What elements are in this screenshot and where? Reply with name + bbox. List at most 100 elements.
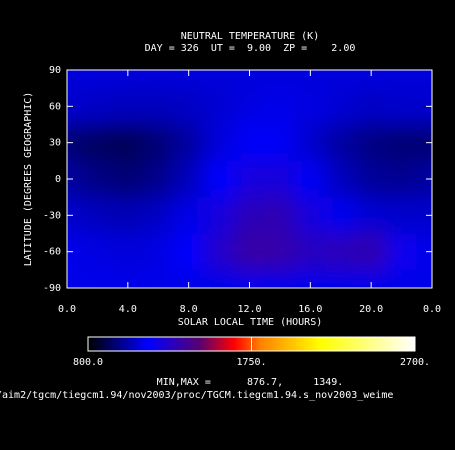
x-tick-label: 0.0	[423, 304, 441, 315]
cell	[416, 269, 432, 288]
cell	[173, 70, 205, 89]
cell	[264, 160, 296, 198]
cell	[173, 197, 205, 234]
y-tick-label: -60	[43, 247, 61, 258]
cell	[112, 88, 144, 125]
cell	[416, 88, 432, 125]
cell	[355, 160, 387, 198]
colorbar-tick-label: 2700.	[400, 357, 430, 368]
x-tick-label: 8.0	[180, 304, 198, 315]
y-tick-label: 90	[49, 65, 61, 76]
cell	[264, 233, 296, 271]
cell	[325, 88, 357, 125]
cell	[264, 269, 296, 288]
cell	[234, 233, 266, 271]
cell	[82, 88, 114, 125]
cell	[143, 70, 174, 89]
cell	[82, 197, 114, 234]
cells	[67, 70, 432, 288]
cell	[82, 160, 114, 198]
cell	[112, 160, 144, 198]
x-tick-label: 20.0	[359, 304, 383, 315]
y-tick-label: 60	[49, 101, 61, 112]
cell	[112, 197, 144, 234]
chart-title: NEUTRAL TEMPERATURE (K)	[181, 31, 319, 42]
cell	[143, 124, 174, 162]
cell	[295, 124, 327, 162]
cell	[355, 70, 387, 89]
cell	[112, 269, 144, 288]
x-axis-label: SOLAR LOCAL TIME (HOURS)	[178, 317, 323, 328]
cell	[416, 197, 432, 234]
cell	[203, 233, 235, 271]
cell	[416, 160, 432, 198]
cell	[143, 197, 174, 234]
cell	[264, 70, 296, 89]
field	[67, 70, 432, 288]
cell	[295, 160, 327, 198]
cell	[203, 88, 235, 125]
cell	[234, 269, 266, 288]
cell	[325, 197, 357, 234]
cell	[82, 124, 114, 162]
colorbar-tick-label: 800.0	[73, 357, 103, 368]
cell	[386, 160, 418, 198]
cell	[173, 269, 205, 288]
cell	[325, 160, 357, 198]
cell	[67, 124, 83, 162]
cell	[264, 124, 296, 162]
cell	[67, 70, 83, 89]
cell	[295, 197, 327, 234]
cell	[82, 70, 114, 89]
cell	[203, 160, 235, 198]
cell	[67, 160, 83, 198]
x-tick-label: 4.0	[119, 304, 137, 315]
cell	[386, 88, 418, 125]
cell	[67, 269, 83, 288]
cell	[112, 233, 144, 271]
cell	[67, 233, 83, 271]
cell	[386, 70, 418, 89]
cell	[234, 160, 266, 198]
cell	[386, 233, 418, 271]
cell	[295, 88, 327, 125]
cell	[143, 233, 174, 271]
cell	[325, 233, 357, 271]
x-tick-label: 16.0	[298, 304, 322, 315]
cell	[203, 70, 235, 89]
colorbar-tick-label: 1750.	[236, 357, 266, 368]
cell	[173, 88, 205, 125]
cell	[203, 269, 235, 288]
cell	[173, 124, 205, 162]
cell	[295, 269, 327, 288]
y-tick-label: 30	[49, 138, 61, 149]
cell	[173, 233, 205, 271]
cell	[234, 88, 266, 125]
cell	[264, 197, 296, 234]
y-tick-label: 0	[55, 174, 61, 185]
cell	[295, 233, 327, 271]
cell	[143, 160, 174, 198]
cell	[112, 70, 144, 89]
cell	[203, 124, 235, 162]
chart-subtitle: DAY = 326 UT = 9.00 ZP = 2.00	[145, 43, 356, 54]
x-tick-label: 12.0	[237, 304, 261, 315]
cell	[173, 160, 205, 198]
y-tick-label: -90	[43, 283, 61, 294]
cell	[386, 197, 418, 234]
cell	[82, 269, 114, 288]
y-tick-label: -30	[43, 210, 61, 221]
x-tick-label: 0.0	[58, 304, 76, 315]
cell	[355, 124, 387, 162]
cell	[143, 269, 174, 288]
cell	[264, 88, 296, 125]
cell	[112, 124, 144, 162]
cell	[386, 269, 418, 288]
cell	[234, 197, 266, 234]
cell	[355, 197, 387, 234]
cell	[386, 124, 418, 162]
y-axis-label: LATITUDE (DEGREES GEOGRAPHIC)	[23, 92, 34, 267]
cell	[416, 70, 432, 89]
cell	[67, 197, 83, 234]
